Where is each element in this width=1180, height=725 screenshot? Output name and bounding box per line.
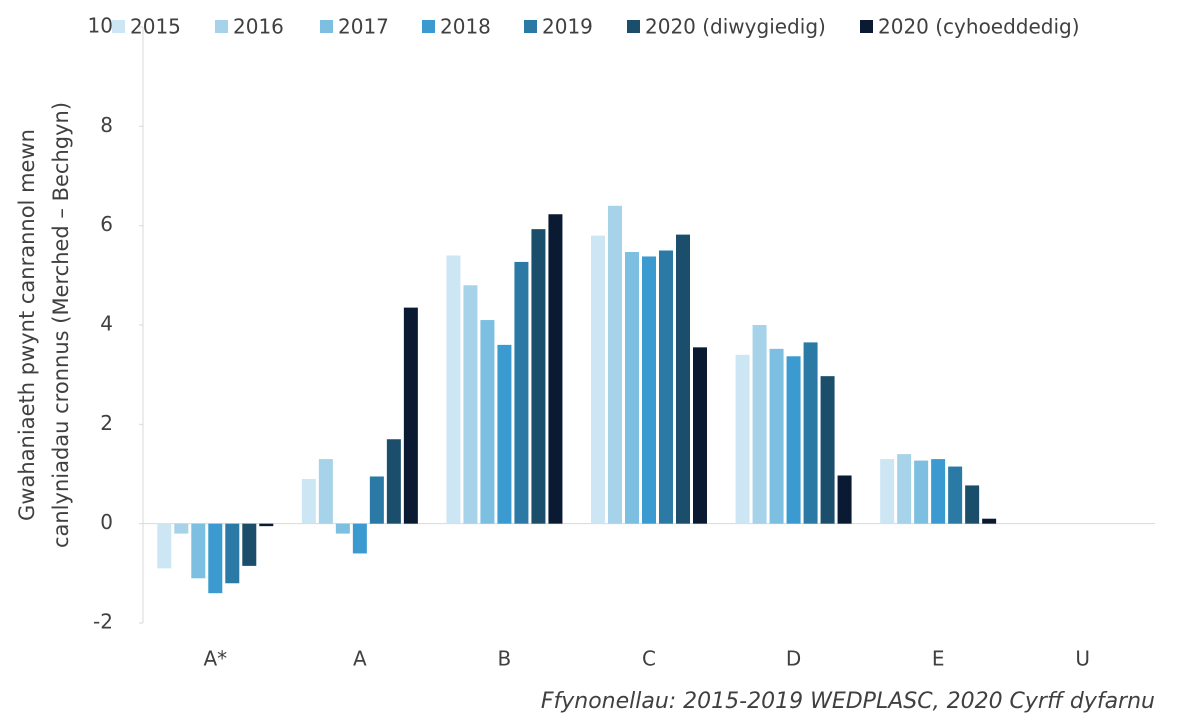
x-tick-label: A [353, 647, 367, 671]
bar [786, 356, 801, 524]
bar [301, 478, 316, 524]
y-tick-label: 4 [100, 312, 113, 336]
y-axis-label: Gwahaniaeth pwynt canrannol mewn [15, 129, 39, 521]
bar [914, 460, 929, 524]
bar [752, 325, 767, 524]
y-tick-label: 2 [100, 411, 113, 435]
bar [208, 523, 223, 594]
y-tick-label: 10 [88, 14, 113, 38]
bar [242, 523, 257, 566]
bar [174, 523, 189, 534]
bar [335, 523, 350, 534]
legend-label: 2018 [440, 15, 491, 39]
bar [931, 459, 946, 524]
bar [659, 250, 673, 524]
legend-swatch [215, 20, 228, 33]
legend-label: 2020 (diwygiedig) [645, 15, 826, 39]
y-tick-label: 6 [100, 212, 113, 236]
x-tick-label: B [498, 647, 512, 671]
legend-label: 2020 (cyhoeddedig) [878, 15, 1080, 39]
bar [446, 255, 461, 524]
bar [608, 205, 622, 524]
bar [463, 285, 478, 524]
x-tick-label: A* [203, 647, 227, 671]
legend-label: 2015 [130, 15, 181, 39]
bar [642, 256, 656, 524]
legend-swatch [422, 20, 435, 33]
legend-label: 2019 [542, 15, 593, 39]
legend-label: 2016 [233, 15, 284, 39]
bar [965, 485, 980, 524]
bar [157, 523, 172, 569]
y-tick-label: 0 [100, 510, 113, 534]
bar [837, 475, 852, 524]
bar [480, 320, 495, 524]
bar [548, 214, 563, 524]
bar [318, 459, 333, 524]
x-tick-label: U [1075, 647, 1090, 671]
bar [948, 466, 963, 524]
bar [982, 518, 997, 524]
bar [625, 251, 639, 524]
legend-swatch [320, 20, 333, 33]
bar [531, 229, 546, 524]
bar [514, 261, 529, 524]
bar [259, 523, 274, 527]
bar [191, 523, 206, 579]
bar [369, 476, 384, 524]
bar [880, 459, 895, 524]
bar [897, 454, 912, 524]
legend-swatch [112, 20, 125, 33]
legend-swatch [524, 20, 537, 33]
x-tick-label: C [642, 647, 656, 671]
bar [676, 234, 690, 524]
bar [693, 347, 707, 524]
bar [820, 376, 835, 524]
x-tick-label: D [786, 647, 801, 671]
y-axis-label: canlyniadau cronnus (Merched – Bechgyn) [49, 102, 73, 548]
legend-swatch [860, 20, 873, 33]
bar [403, 307, 418, 524]
x-tick-label: E [932, 647, 945, 671]
y-tick-label: 8 [100, 113, 113, 137]
bar [735, 354, 750, 524]
bar [497, 344, 512, 524]
source-note: Ffynonellau: 2015-2019 WEDPLASC, 2020 Cy… [541, 689, 1155, 714]
bar [591, 235, 605, 524]
legend-label: 2017 [338, 15, 389, 39]
bar [225, 523, 240, 584]
y-tick-label: -2 [93, 610, 113, 634]
bar [769, 348, 784, 524]
legend-swatch [627, 20, 640, 33]
bar [352, 523, 367, 554]
bar [803, 342, 818, 524]
bar [386, 439, 401, 524]
